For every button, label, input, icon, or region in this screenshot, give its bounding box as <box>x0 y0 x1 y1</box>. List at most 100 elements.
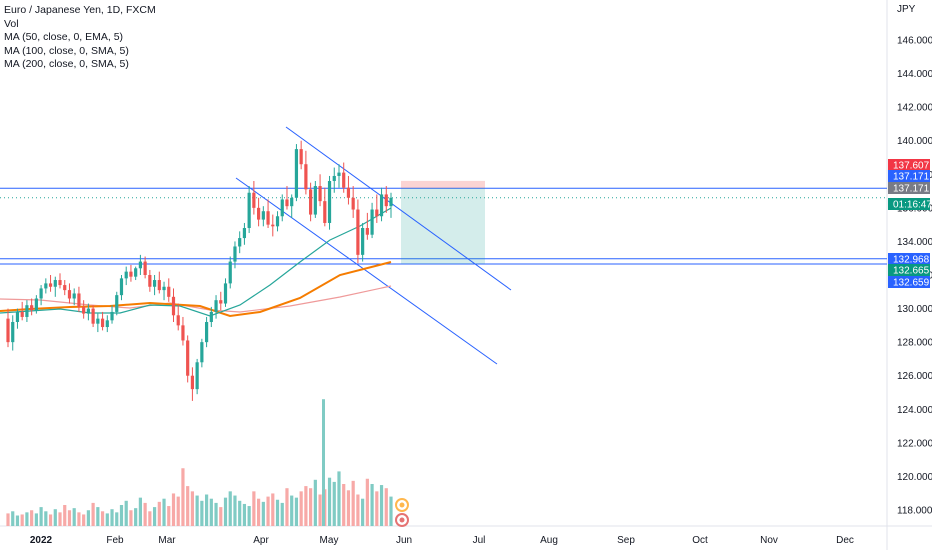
candle <box>304 150 308 195</box>
candle <box>25 300 29 322</box>
volume-bar <box>11 511 15 526</box>
candle <box>86 303 90 321</box>
price-tag-bg <box>888 264 930 276</box>
candle <box>138 254 142 275</box>
candle <box>247 186 251 234</box>
volume-bar <box>257 498 261 526</box>
candle-body <box>44 283 48 289</box>
candle <box>157 271 161 294</box>
candle-body <box>285 199 289 207</box>
candle-body <box>34 298 38 311</box>
candle <box>190 367 195 401</box>
candle <box>39 285 43 306</box>
candle <box>228 256 232 289</box>
candle-body <box>332 175 336 181</box>
legend-ma-100-sma[interactable]: MA (100, close, 0, SMA, 5) <box>4 44 129 57</box>
volume-bar <box>129 510 133 526</box>
candle-body <box>365 228 369 235</box>
candle <box>110 305 114 324</box>
candle-body <box>204 322 209 343</box>
volume-bar <box>271 493 275 526</box>
y-tick-label: 130.000 <box>897 304 932 315</box>
y-tick-label: 124.000 <box>897 405 932 416</box>
volume-bar <box>342 484 346 526</box>
volume-bar <box>119 505 124 526</box>
price-tag: 137.171 <box>888 170 930 183</box>
candle <box>242 222 247 245</box>
candle-body <box>252 192 256 208</box>
volume-bar <box>242 503 247 526</box>
candle <box>351 186 355 218</box>
x-tick-label: 2022 <box>30 535 53 546</box>
candle <box>11 315 15 351</box>
volume-bar <box>318 494 322 526</box>
candle <box>299 140 303 170</box>
volume-bar <box>48 514 53 526</box>
candle-body <box>82 306 86 314</box>
candle-body <box>6 318 10 343</box>
x-tick-label: Mar <box>158 535 176 546</box>
candle-body <box>91 308 95 324</box>
candle-body <box>72 293 76 299</box>
legend-ma-50-ema[interactable]: MA (50, close, 0, EMA, 5) <box>4 31 124 43</box>
candle <box>384 186 388 213</box>
ma-100-sma-line <box>0 261 392 318</box>
volume-bar <box>275 499 280 526</box>
candle-body <box>110 311 114 321</box>
volume-bar <box>389 496 393 526</box>
y-tick-label: 140.000 <box>897 136 932 147</box>
volume-bar <box>82 514 86 526</box>
candle-body <box>63 285 67 291</box>
candle <box>15 308 20 329</box>
x-tick-label: Jun <box>396 535 412 546</box>
candle <box>44 278 48 294</box>
candle-body <box>195 362 199 390</box>
candle-body <box>152 280 157 287</box>
candle-body <box>77 293 81 307</box>
volume-bar <box>124 500 128 526</box>
volume-bar <box>20 514 24 526</box>
candle <box>63 280 67 296</box>
legend-volume[interactable]: Vol <box>4 17 19 30</box>
volume-bar <box>290 495 294 526</box>
volume-bar <box>44 511 48 526</box>
candle-body <box>58 280 62 286</box>
candle <box>233 241 237 269</box>
candle-body <box>351 197 355 210</box>
take-profit-zone <box>401 188 485 264</box>
volume-bar <box>67 510 72 526</box>
candle <box>257 197 261 227</box>
ma-200-sma-line <box>0 285 392 313</box>
candle <box>129 264 133 282</box>
candle-body <box>48 283 53 287</box>
candle <box>82 300 86 319</box>
volume-bar <box>261 501 265 526</box>
price-tag-value: 137.607 <box>893 161 930 172</box>
candle <box>105 315 109 333</box>
candle <box>219 291 223 311</box>
volume-bar <box>91 502 95 526</box>
volume-bar <box>100 511 105 526</box>
candle <box>167 278 171 302</box>
candle-body <box>148 275 152 287</box>
candle-body <box>261 211 265 220</box>
volume-bar <box>365 478 369 526</box>
candle <box>346 175 351 205</box>
candle-body <box>157 280 161 291</box>
candle-body <box>190 375 195 390</box>
volume-bar <box>266 496 270 526</box>
candle <box>275 211 280 232</box>
candle <box>119 275 124 301</box>
candle <box>195 358 199 395</box>
x-axis: 2022 Feb Mar Apr May Jun Jul Aug Sep Oct Nov Dec <box>30 535 854 546</box>
legend-ma-200-sma[interactable]: MA (200, close, 0, SMA, 5) <box>4 58 129 70</box>
candle-body <box>356 209 360 255</box>
volume-bar <box>105 513 109 526</box>
candle-body <box>299 149 303 165</box>
legend-symbol[interactable]: Euro / Japanese Yen, 1D, FXCM <box>4 4 156 16</box>
candle <box>313 181 317 218</box>
price-tag: 132.968 <box>888 253 930 266</box>
y-tick-label: 146.000 <box>897 36 932 47</box>
y-tick-label: 122.000 <box>897 438 932 449</box>
